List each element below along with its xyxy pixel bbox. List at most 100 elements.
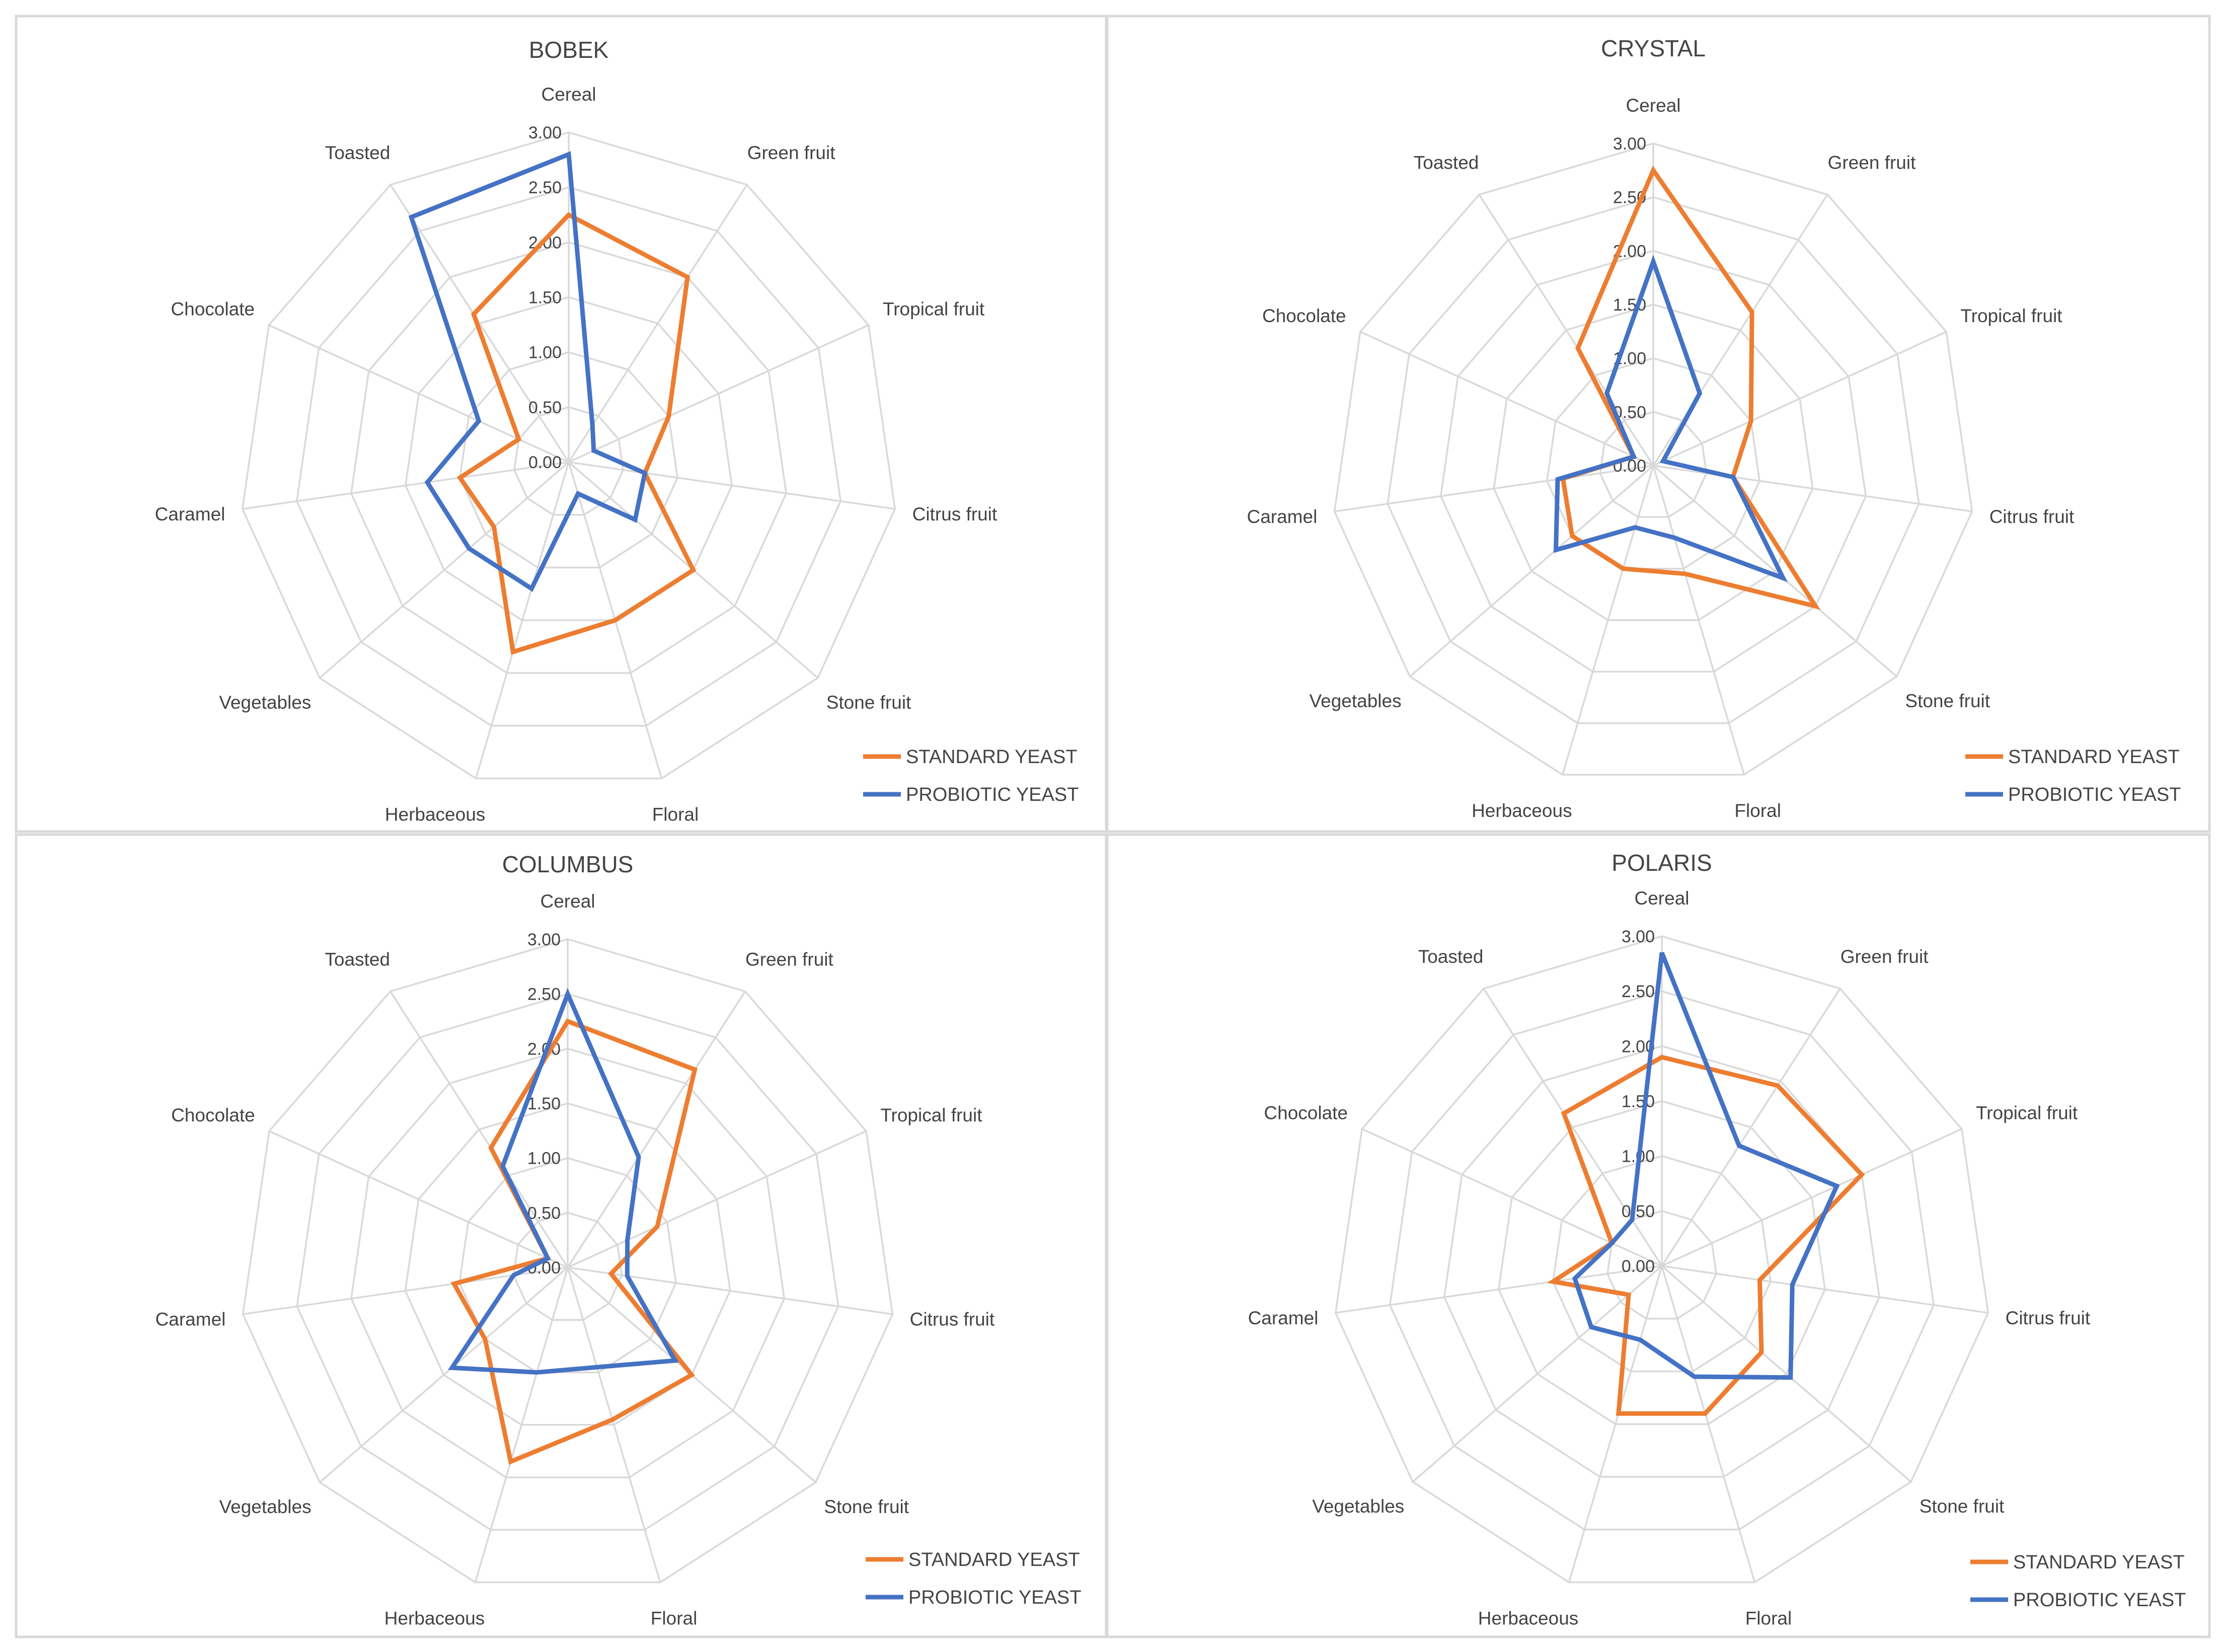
spoke xyxy=(1478,194,1654,466)
axis-label-citrus-fruit: Citrus fruit xyxy=(912,504,998,524)
spoke xyxy=(1334,465,1654,512)
tick-label: 2.50 xyxy=(527,985,561,1004)
panel-frame xyxy=(15,833,1108,1638)
legend-label: PROBIOTIC YEAST xyxy=(906,784,1079,805)
tick-label: 3.00 xyxy=(528,123,562,142)
axis-label-toasted: Toasted xyxy=(325,142,391,163)
legend-label: STANDARD YEAST xyxy=(906,746,1078,768)
spoke xyxy=(1661,1265,1988,1314)
tick-label: 2.50 xyxy=(1622,982,1655,1001)
grid-ring xyxy=(1387,196,1920,724)
axis-label-vegetables: Vegetables xyxy=(219,692,311,713)
spoke xyxy=(1653,331,1947,467)
series-line-probiotic-yeast xyxy=(1553,255,1788,582)
tick-label: 1.00 xyxy=(527,1149,561,1168)
axis-label-herbaceous: Herbaceous xyxy=(1478,1608,1579,1628)
axis-label-toasted: Toasted xyxy=(1414,153,1479,173)
chart-title: POLARIS xyxy=(1612,850,1712,876)
axis-label-cereal: Cereal xyxy=(1626,95,1681,116)
axis-label-caramel: Caramel xyxy=(156,1309,226,1330)
tick-label: 2.50 xyxy=(528,178,562,197)
axis-label-stone-fruit: Stone fruit xyxy=(824,1496,909,1517)
axis-label-toasted: Toasted xyxy=(1418,946,1484,967)
tick-label: 1.50 xyxy=(528,288,562,308)
axis-label-floral: Floral xyxy=(1745,1608,1792,1628)
axis-label-caramel: Caramel xyxy=(1248,1308,1319,1328)
spoke xyxy=(567,1130,867,1268)
axis-label-stone-fruit: Stone fruit xyxy=(1905,691,1990,711)
tick-label: 0.50 xyxy=(1622,1202,1655,1221)
spoke xyxy=(1652,465,1745,775)
tick-label: 1.50 xyxy=(1622,1092,1655,1111)
spoke xyxy=(567,1266,893,1315)
spoke xyxy=(567,1267,661,1583)
axis-label-green-fruit: Green fruit xyxy=(747,142,836,163)
chart-title: BOBEK xyxy=(529,37,609,63)
grid-ring xyxy=(1389,990,1935,1531)
panel-frame xyxy=(1106,15,2211,833)
series-line-standard-yeast xyxy=(1547,1055,1865,1416)
spoke xyxy=(319,461,570,679)
series-line-probiotic-yeast xyxy=(408,151,648,592)
legend-label: STANDARD YEAST xyxy=(2013,1552,2185,1573)
spoke xyxy=(1652,465,1897,678)
tick-label: 0.00 xyxy=(1622,1257,1655,1276)
legend-label: STANDARD YEAST xyxy=(2008,746,2180,768)
spoke xyxy=(1562,465,1654,775)
spoke xyxy=(390,184,570,463)
axis-label-citrus-fruit: Citrus fruit xyxy=(910,1309,995,1330)
tick-label: 0.50 xyxy=(528,398,562,417)
grid-ring xyxy=(1333,142,1973,776)
legend-label: PROBIOTIC YEAST xyxy=(2008,784,2181,805)
spoke xyxy=(1412,1265,1663,1483)
tick-label: 1.50 xyxy=(527,1094,561,1113)
axis-label-green-fruit: Green fruit xyxy=(1828,153,1916,173)
grid-ring xyxy=(241,131,896,780)
grid-ring xyxy=(1599,411,1708,518)
axis-label-toasted: Toasted xyxy=(325,949,390,969)
axis-label-herbaceous: Herbaceous xyxy=(385,804,486,824)
grid-ring xyxy=(1493,304,1814,621)
tick-label: 3.00 xyxy=(1622,927,1655,946)
axis-label-tropical-fruit: Tropical fruit xyxy=(883,299,985,320)
grid-ring xyxy=(404,296,733,621)
spoke xyxy=(1335,1265,1662,1314)
axis-label-cereal: Cereal xyxy=(541,891,595,912)
axis-label-vegetables: Vegetables xyxy=(219,1496,311,1517)
axis-label-floral: Floral xyxy=(1734,800,1781,821)
grid-ring xyxy=(1552,1155,1772,1373)
axis-label-tropical-fruit: Tropical fruit xyxy=(880,1105,982,1125)
tick-label: 0.00 xyxy=(528,453,562,472)
chart-title: CRYSTAL xyxy=(1601,35,1706,61)
spoke xyxy=(242,461,569,510)
spoke xyxy=(390,991,569,1268)
axis-label-green-fruit: Green fruit xyxy=(745,949,834,969)
spoke xyxy=(1652,194,1828,466)
grid-ring xyxy=(512,1212,623,1321)
axis-label-tropical-fruit: Tropical fruit xyxy=(1976,1103,2078,1123)
grid-ring xyxy=(1334,935,1989,1584)
spoke xyxy=(568,324,869,463)
tick-label: 3.00 xyxy=(527,930,561,949)
spoke xyxy=(1661,1128,1962,1267)
tick-label: 0.50 xyxy=(527,1204,561,1223)
spoke xyxy=(1661,1265,1912,1483)
axis-label-chocolate: Chocolate xyxy=(1264,1103,1348,1123)
spoke xyxy=(319,1266,569,1483)
grid-ring xyxy=(242,938,894,1584)
chart-panel-bobek: 0.000.501.001.502.002.503.00CerealGreen … xyxy=(15,15,1108,833)
axis-label-caramel: Caramel xyxy=(155,504,225,524)
grid-ring xyxy=(350,1047,786,1478)
series-line-standard-yeast xyxy=(456,212,697,655)
spoke xyxy=(1568,1265,1663,1583)
axis-label-cereal: Cereal xyxy=(1635,888,1690,909)
axis-label-cereal: Cereal xyxy=(542,84,596,105)
axis-label-herbaceous: Herbaceous xyxy=(385,1608,485,1629)
axis-label-stone-fruit: Stone fruit xyxy=(1920,1496,2005,1517)
panel-frame xyxy=(15,15,1108,833)
chart-title: COLUMBUS xyxy=(502,851,634,877)
spoke xyxy=(567,991,746,1268)
grid-ring xyxy=(295,186,842,727)
grid-ring xyxy=(350,241,788,674)
